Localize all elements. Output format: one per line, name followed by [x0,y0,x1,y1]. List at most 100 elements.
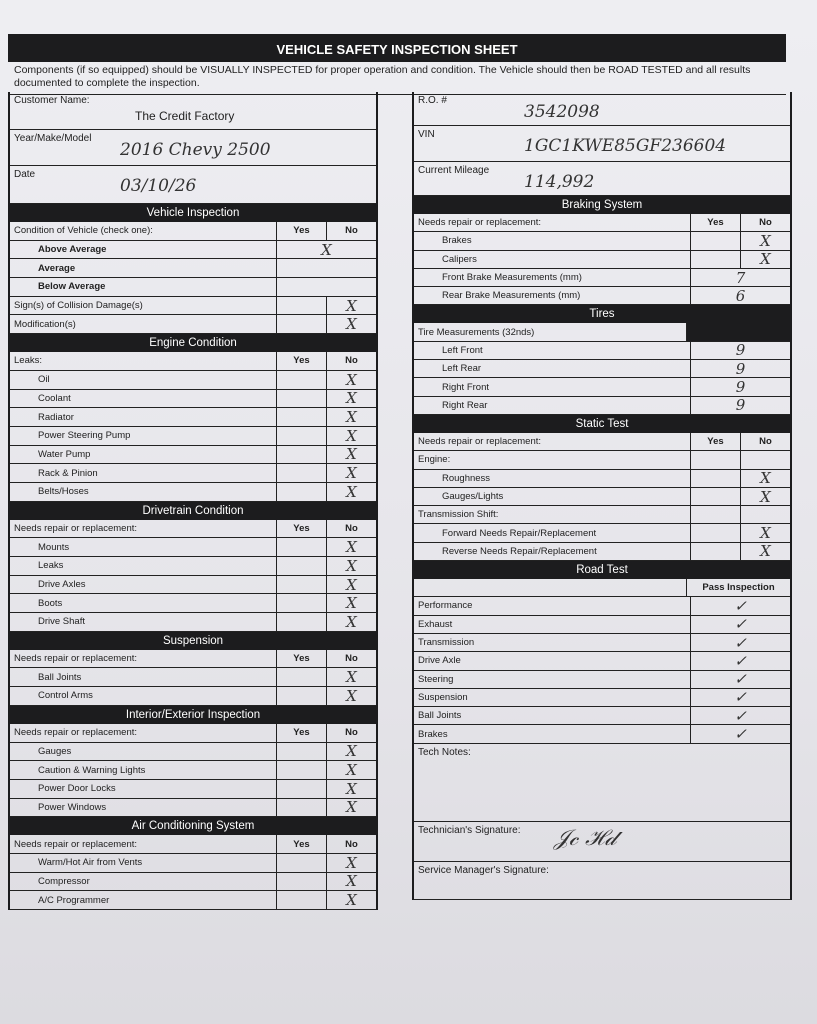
manager-signature-field[interactable]: Service Manager's Signature: [414,862,790,900]
yes-checkbox[interactable] [276,464,326,482]
no-checkbox[interactable]: X [740,250,790,268]
no-checkbox[interactable]: X [326,594,376,612]
no-checkbox[interactable]: X [326,464,376,482]
no-checkbox[interactable] [740,506,790,524]
no-checkbox[interactable]: X [326,557,376,575]
no-checkbox[interactable] [740,451,790,469]
yes-checkbox[interactable] [276,891,326,909]
no-checkbox[interactable]: X [326,761,376,779]
field-value[interactable]: 1GC1KWE85GF236604 [524,136,727,156]
no-checkbox[interactable]: X [326,389,376,407]
yes-checkbox[interactable] [276,779,326,798]
section-header-row: Pass Inspection [414,579,790,598]
handwritten-value: ✓ [734,670,747,689]
no-checkbox[interactable]: X [740,469,790,487]
yes-checkbox[interactable] [276,594,326,613]
no-checkbox[interactable]: X [326,780,376,798]
yes-checkbox[interactable] [276,538,326,556]
no-checkbox[interactable]: X [326,687,376,705]
value-cell[interactable]: ✓ [690,615,790,633]
yes-checkbox[interactable] [690,506,740,524]
value-cell[interactable]: ✓ [690,725,790,743]
field-value[interactable]: 3542098 [524,102,600,122]
yes-checkbox[interactable] [276,557,326,575]
row-label: Drive Axle [418,655,461,667]
no-checkbox[interactable]: X [740,542,790,560]
yes-checkbox[interactable] [276,408,326,426]
value-cell[interactable]: ✓ [690,652,790,670]
yes-checkbox[interactable] [690,451,740,469]
value-cell[interactable]: ✓ [690,597,790,615]
no-checkbox[interactable]: X [326,854,376,872]
yes-checkbox[interactable] [690,469,740,487]
value-cell[interactable]: ✓ [690,634,790,652]
field-value[interactable]: 2016 Chevy 2500 [120,140,271,160]
yes-checkbox[interactable] [276,315,326,334]
tech-signature-field[interactable]: Technician's Signature: 𝒥𝒸 ℋ𝒹 [414,822,790,862]
value-cell[interactable] [276,278,376,296]
yes-checkbox[interactable] [690,232,740,250]
tech-notes-field[interactable]: Tech Notes: [414,744,790,822]
value-cell[interactable]: 6 [690,287,790,305]
no-mark: X [760,524,771,543]
table-row: Calipers X [414,250,790,269]
yes-checkbox[interactable] [276,853,326,872]
field-value[interactable]: The Credit Factory [135,109,235,123]
no-checkbox[interactable]: X [326,538,376,556]
value-cell[interactable]: ✓ [690,670,790,689]
no-checkbox[interactable]: X [326,613,376,631]
no-checkbox[interactable]: X [326,315,376,333]
yes-checkbox[interactable] [690,250,740,268]
value-cell[interactable]: 9 [690,396,790,414]
yes-checkbox[interactable] [276,668,326,687]
yes-checkbox[interactable] [276,742,326,761]
field-value[interactable]: 114,992 [524,172,595,192]
yes-checkbox[interactable] [276,370,326,389]
yes-checkbox[interactable] [276,613,326,631]
yes-checkbox[interactable] [276,872,326,891]
section-title: Static Test [414,414,790,433]
no-checkbox[interactable]: X [326,445,376,463]
no-checkbox[interactable]: X [326,576,376,594]
yes-checkbox[interactable] [276,482,326,501]
no-checkbox[interactable]: X [326,371,376,389]
value-cell[interactable] [276,259,376,278]
no-checkbox[interactable]: X [326,297,376,315]
yes-checkbox[interactable] [276,426,326,445]
no-checkbox[interactable]: X [326,872,376,890]
field-value[interactable]: 03/10/26 [120,176,197,196]
value-cell[interactable]: ✓ [690,707,790,725]
table-row: Water Pump X [10,445,376,465]
value-cell[interactable]: 9 [690,378,790,396]
no-checkbox[interactable]: X [326,427,376,445]
no-checkbox[interactable]: X [740,524,790,543]
yes-checkbox[interactable] [276,575,326,594]
yes-checkbox[interactable] [690,487,740,506]
value-cell[interactable]: 9 [690,360,790,378]
yes-checkbox[interactable] [276,687,326,705]
row-label: Rear Brake Measurements (mm) [442,290,581,302]
no-checkbox[interactable]: X [326,891,376,909]
no-checkbox[interactable]: X [326,742,376,760]
yes-checkbox[interactable] [276,761,326,779]
value-cell[interactable]: X [276,241,376,259]
yes-checkbox[interactable] [690,524,740,542]
no-checkbox[interactable]: X [326,483,376,501]
no-mark: X [346,612,357,631]
value-cell[interactable]: 9 [690,341,790,359]
table-row: Rack & Pinion X [10,464,376,483]
yes-checkbox[interactable] [276,445,326,464]
row-label: Steering [418,673,454,685]
value-cell[interactable]: ✓ [690,688,790,706]
yes-checkbox[interactable] [690,542,740,561]
yes-checkbox[interactable] [276,798,326,817]
value-cell[interactable]: 7 [690,269,790,287]
no-checkbox[interactable]: X [740,232,790,250]
yes-checkbox[interactable] [276,389,326,408]
no-mark: X [346,370,357,389]
no-checkbox[interactable]: X [326,668,376,686]
no-checkbox[interactable]: X [740,488,790,506]
no-checkbox[interactable]: X [326,798,376,816]
no-checkbox[interactable]: X [326,408,376,426]
yes-checkbox[interactable] [276,296,326,315]
